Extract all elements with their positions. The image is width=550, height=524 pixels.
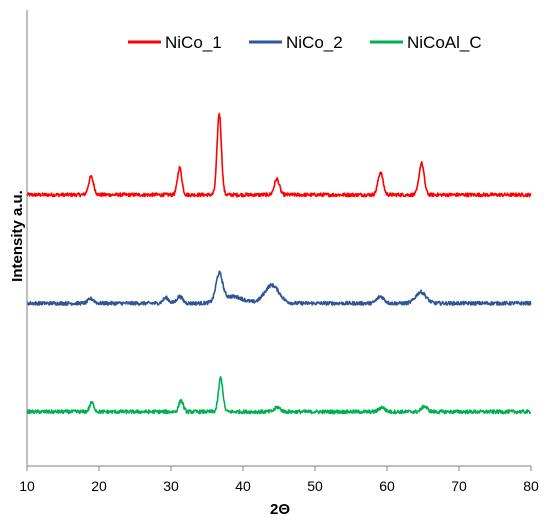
x-tick-label: 10 <box>19 478 35 494</box>
legend-label: NiCo_2 <box>286 33 343 52</box>
x-tick-label: 30 <box>163 478 179 494</box>
x-tick-label: 40 <box>235 478 251 494</box>
legend-label: NiCoAl_C <box>407 33 482 52</box>
series-line-nicoal-c <box>26 376 532 415</box>
series-line-nico-1 <box>26 112 532 198</box>
x-tick-label: 80 <box>523 478 539 494</box>
y-axis-label: Intensity a.u. <box>9 190 26 282</box>
legend: NiCo_1 NiCo_2 NiCoAl_C <box>128 33 482 52</box>
legend-label: NiCo_1 <box>165 33 222 52</box>
x-tick-label: 20 <box>91 478 107 494</box>
plot-area <box>26 112 532 415</box>
x-tick-label: 70 <box>451 478 467 494</box>
x-tick-label: 60 <box>379 478 395 494</box>
series-line-nico-2 <box>26 270 532 306</box>
x-axis-label: 2Θ <box>270 501 290 518</box>
x-axis: 10 20 30 40 50 60 70 80 <box>19 10 539 494</box>
x-tick-label: 50 <box>307 478 323 494</box>
